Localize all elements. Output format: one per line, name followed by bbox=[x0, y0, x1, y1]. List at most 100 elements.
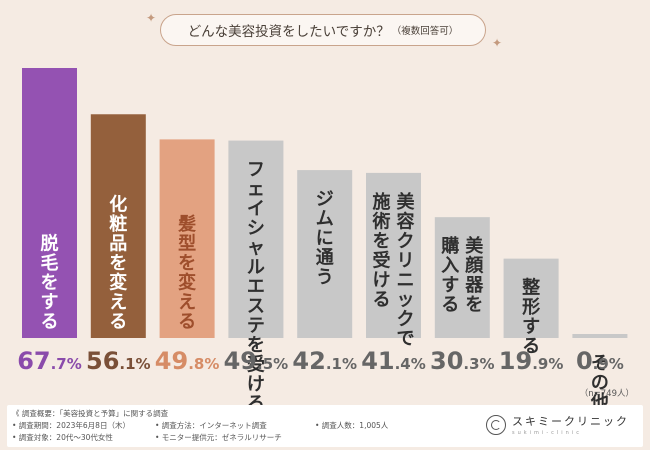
bar-label-char: 整 bbox=[521, 277, 540, 299]
bar-label-char: ジ bbox=[316, 189, 334, 210]
clinic-logo-sub: sukimi-clinic bbox=[512, 430, 582, 436]
bar-7 bbox=[434, 217, 490, 338]
bar-label-char: ェ bbox=[247, 179, 265, 200]
value-label-1: 67.7% bbox=[17, 347, 82, 375]
survey-period: • 調査期間：2023年6月8日（木） bbox=[12, 421, 130, 430]
bar-label-char: 他 bbox=[590, 391, 609, 405]
bar-label-char: ク bbox=[397, 309, 415, 330]
bar-2 bbox=[90, 114, 146, 338]
bar-label-char: 通 bbox=[316, 248, 334, 269]
bar-label-char: 品 bbox=[109, 234, 127, 255]
bar-label-char: を bbox=[109, 253, 127, 274]
bar-label-char: 形 bbox=[522, 297, 540, 318]
sparkle-right-icon: ✦ bbox=[492, 36, 503, 50]
bar-label-char: シ bbox=[247, 218, 265, 239]
bar-label-char: う bbox=[316, 267, 334, 288]
bar-label-char: 型 bbox=[178, 233, 196, 255]
bar-1 bbox=[22, 68, 77, 338]
bar-label-char: る bbox=[373, 289, 391, 310]
bar-label-char: 顔 bbox=[464, 255, 484, 277]
bar-label-char: 脱 bbox=[41, 233, 59, 255]
bar-label-char: に bbox=[316, 228, 334, 249]
value-label-6: 41.4% bbox=[361, 347, 426, 375]
bar-label-char: で bbox=[397, 328, 415, 349]
bar-label-char: を bbox=[41, 273, 59, 294]
sample-size: （n=749人） bbox=[579, 389, 634, 399]
survey-count: • 調査人数：1,005人 bbox=[315, 421, 389, 430]
bar-label-char: ル bbox=[247, 257, 265, 278]
question-title: どんな美容投資をしたいですか？ （複数回答可） bbox=[160, 14, 486, 46]
bar-label-char: を bbox=[465, 295, 483, 316]
value-label-9: 0.9% bbox=[576, 347, 624, 375]
bar-label-char: す bbox=[41, 292, 59, 313]
clinic-logo[interactable]: スキミークリニック sukimi-clinic bbox=[486, 413, 629, 436]
bar-label-char: ム bbox=[316, 209, 334, 230]
bar-label-char: 美 bbox=[465, 235, 483, 257]
value-label-8: 19.9% bbox=[499, 347, 564, 375]
bar-label-char: ク bbox=[397, 231, 415, 252]
bar-label-char: 器 bbox=[464, 275, 484, 296]
bar-label-char: え bbox=[178, 292, 196, 313]
bar-label-char: る bbox=[247, 394, 265, 405]
survey-provider: • モニター提供元：ゼネラルリサーチ bbox=[155, 433, 282, 442]
question-note: （複数回答可） bbox=[391, 26, 459, 37]
survey-footer: 《 調査概要：「美容投資と予算」に関する調査 • 調査期間：2023年6月8日（… bbox=[7, 405, 643, 447]
bar-label-char: 受 bbox=[247, 354, 265, 376]
bar-label-char: リ bbox=[397, 250, 415, 271]
bar-label-char: 毛 bbox=[41, 252, 59, 274]
bar-label-char: ニ bbox=[397, 270, 415, 291]
sparkle-left-icon: ✦ bbox=[146, 11, 157, 25]
bar-label-char: の bbox=[591, 373, 609, 394]
bar-3 bbox=[159, 139, 215, 338]
bar-label-char: 美 bbox=[397, 191, 415, 213]
bar-label-char: る bbox=[109, 312, 127, 333]
bar-label-char: す bbox=[441, 275, 459, 296]
bar-label-char: イ bbox=[247, 199, 265, 220]
bar-label-char: 化 bbox=[109, 194, 127, 216]
bar-label-char: 術 bbox=[372, 210, 391, 232]
bar-label-char: 粧 bbox=[109, 213, 127, 235]
bar-label-char: そ bbox=[591, 353, 609, 374]
bar-label-char: る bbox=[41, 312, 59, 333]
bar-label-char: 髪 bbox=[177, 213, 196, 235]
bar-6 bbox=[366, 172, 421, 338]
bar-label-char: を bbox=[373, 231, 391, 252]
bar-label-char: 施 bbox=[373, 191, 391, 213]
value-label-7: 30.3% bbox=[430, 347, 495, 375]
bar-chart: 脱毛をする67.7%化粧品を変える56.1%髪型を変える49.8%フェイシャルエ… bbox=[17, 68, 628, 405]
bar-4 bbox=[228, 140, 284, 338]
value-label-4: 49.5% bbox=[224, 347, 289, 375]
bar-5 bbox=[297, 170, 353, 338]
value-label-5: 42.1% bbox=[292, 347, 357, 375]
bar-label-char: 容 bbox=[397, 210, 415, 232]
bar-label-char: え bbox=[109, 292, 127, 313]
bar-label-char: 変 bbox=[109, 272, 127, 294]
bar-label-char: け bbox=[247, 374, 265, 395]
bar-9 bbox=[572, 334, 628, 338]
bar-label-char: テ bbox=[247, 316, 265, 337]
bar-label-char: 受 bbox=[373, 249, 391, 271]
survey-title: 《 調査概要：「美容投資と予算」に関する調査 bbox=[12, 409, 169, 418]
bar-8 bbox=[503, 258, 559, 338]
survey-target: • 調査対象：20代〜30代女性 bbox=[12, 433, 113, 442]
bar-label-char: 購 bbox=[440, 235, 459, 257]
clinic-logo-name: スキミークリニック bbox=[512, 415, 629, 428]
bar-label-char: 変 bbox=[178, 272, 196, 294]
bar-label-char: ャ bbox=[247, 238, 265, 259]
bar-label-char: 入 bbox=[441, 256, 459, 277]
bar-label-char: る bbox=[178, 312, 196, 333]
value-label-2: 56.1% bbox=[86, 347, 151, 375]
clinic-logo-icon bbox=[486, 414, 506, 435]
value-label-3: 49.8% bbox=[155, 347, 220, 375]
bar-label-char: け bbox=[373, 270, 391, 291]
survey-method: • 調査方法：インターネット調査 bbox=[155, 421, 267, 430]
bar-label-char: る bbox=[522, 336, 540, 357]
bar-label-char: フ bbox=[247, 160, 265, 181]
question-main: どんな美容投資をしたいですか？ bbox=[187, 24, 390, 40]
bar-label-char: ス bbox=[247, 296, 265, 317]
bar-label-char: ッ bbox=[397, 289, 415, 310]
bar-label-char: る bbox=[441, 295, 459, 316]
bar-label-char: す bbox=[522, 317, 540, 338]
bar-label-char: を bbox=[247, 335, 265, 356]
bar-label-char: エ bbox=[247, 277, 265, 298]
